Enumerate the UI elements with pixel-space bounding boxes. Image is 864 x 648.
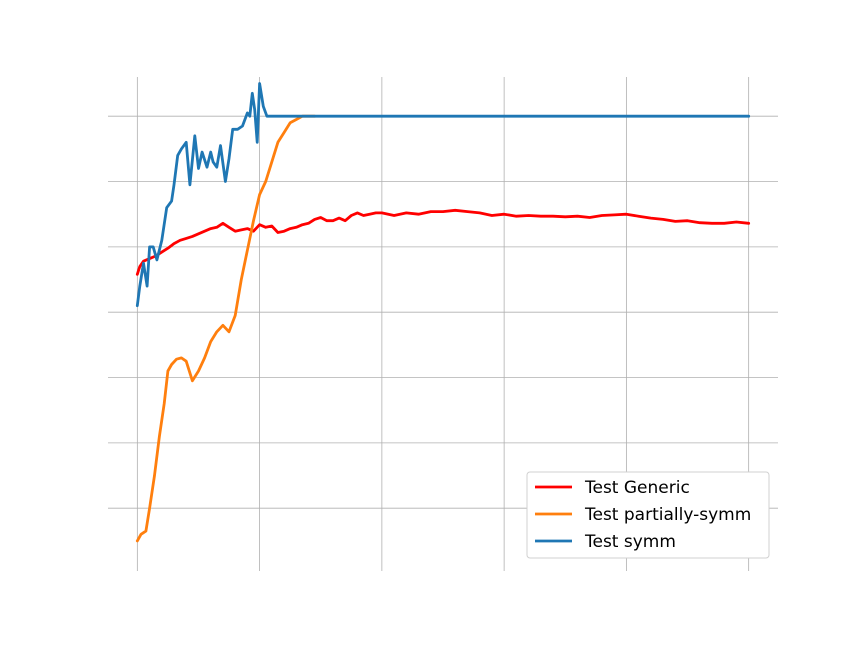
legend-label-1: Test partially-symm: [584, 505, 751, 525]
legend: Test Generic Test partially-symm Test symm: [526, 471, 770, 559]
series-line-2: [135, 82, 751, 308]
x-ticks: [136, 567, 750, 571]
series-lines: [135, 82, 751, 543]
legend-label-2: Test symm: [584, 532, 676, 552]
legend-frame: [526, 471, 770, 559]
legend-label-0: Test Generic: [584, 478, 690, 498]
series-line-0: [135, 208, 751, 276]
series-line-1: [135, 114, 317, 543]
